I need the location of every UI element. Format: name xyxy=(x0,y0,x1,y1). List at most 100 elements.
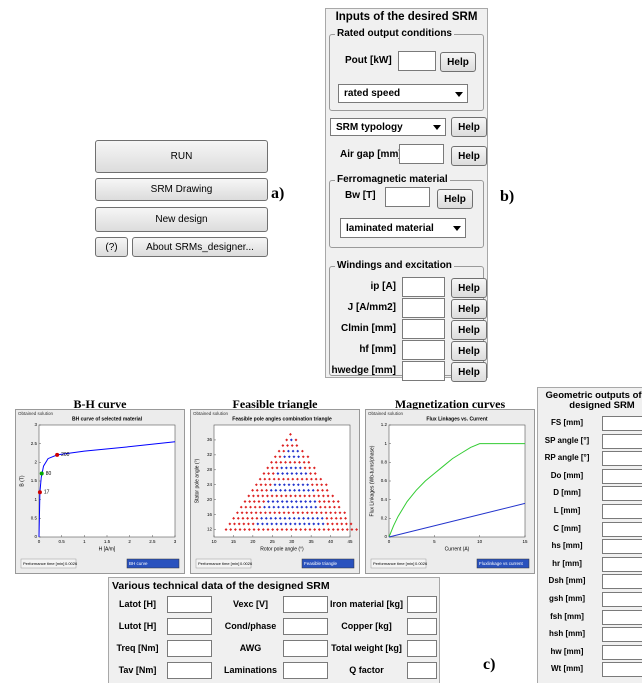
help-button[interactable]: Help xyxy=(451,341,487,361)
dropdown[interactable]: rated speed xyxy=(338,84,468,103)
output-field xyxy=(407,640,437,657)
perf-value: 0.0026 xyxy=(240,561,253,566)
group-title: Rated output conditions xyxy=(335,28,454,39)
section-label: a) xyxy=(271,185,284,203)
perf-label: Performance time [min] xyxy=(23,561,64,566)
field-label: fsh [mm] xyxy=(537,612,597,621)
plot-area xyxy=(214,425,350,537)
help-button[interactable]: Help xyxy=(451,278,487,298)
point xyxy=(40,472,44,476)
srm-drawing-button[interactable]: SRM Drawing xyxy=(95,178,268,201)
output-field xyxy=(602,434,642,449)
text-input[interactable] xyxy=(402,319,445,339)
new-design-button[interactable]: New design xyxy=(95,207,268,232)
point-label: 200 xyxy=(61,452,70,458)
help-button[interactable]: Help xyxy=(451,146,487,166)
text-input[interactable] xyxy=(402,298,445,318)
field-label: Clmin [mm] xyxy=(330,323,396,334)
output-field xyxy=(407,618,437,635)
x-tick-label: 30 xyxy=(289,539,295,544)
y-tick-label: 1.5 xyxy=(31,478,38,483)
section-label: b) xyxy=(500,188,514,206)
field-label: Wt [mm] xyxy=(537,664,597,673)
x-tick-label: 15 xyxy=(231,539,237,544)
run-button[interactable]: RUN xyxy=(95,140,268,173)
output-field xyxy=(602,469,642,484)
perf-label: Performance time [min] xyxy=(198,561,239,566)
field-label: Tav [Nm] xyxy=(112,665,163,675)
panel-title: designed SRM xyxy=(537,400,642,411)
x-tick-label: 40 xyxy=(328,539,334,544)
text-input[interactable] xyxy=(399,144,444,164)
plot-title: Feasible pole angles combination triangl… xyxy=(232,416,332,422)
output-field xyxy=(602,662,642,677)
output-field xyxy=(283,596,328,613)
plot-selector-text: Fluxlinkage vs current xyxy=(479,561,524,566)
field-label: Air gap [mm] xyxy=(340,149,402,160)
x-tick-label: 10 xyxy=(477,539,483,544)
help-button[interactable]: Help xyxy=(451,320,487,340)
plot-window: Obtained solutionFeasible pole angles co… xyxy=(190,409,360,574)
output-field xyxy=(602,522,642,537)
output-field xyxy=(167,618,212,635)
group-title: Windings and excitation xyxy=(335,260,454,271)
plot-title: BH curve of selected material xyxy=(72,416,143,422)
help-button[interactable]: Help xyxy=(451,299,487,319)
output-field xyxy=(602,451,642,466)
field-label: gsh [mm] xyxy=(537,594,597,603)
text-input[interactable] xyxy=(402,277,445,297)
y-tick-label: 0.2 xyxy=(381,516,388,521)
window-label: Obtained solution xyxy=(193,411,229,416)
output-field xyxy=(602,486,642,501)
y-tick-label: 0.6 xyxy=(381,478,388,483)
output-field xyxy=(407,662,437,679)
text-input[interactable] xyxy=(402,340,445,360)
panel-title: Inputs of the desired SRM xyxy=(325,11,488,23)
y-tick-label: 20 xyxy=(207,497,213,502)
y-axis-label: Stator pole angle (°) xyxy=(194,458,200,503)
field-label: hw [mm] xyxy=(537,647,597,656)
help-button[interactable]: Help xyxy=(437,189,473,209)
help-button[interactable]: Help xyxy=(440,52,476,72)
x-tick-label: 1.5 xyxy=(104,539,111,544)
text-input[interactable] xyxy=(402,361,445,381)
output-field xyxy=(167,662,212,679)
y-tick-label: 16 xyxy=(207,512,213,517)
dropdown[interactable]: SRM typology xyxy=(330,118,446,136)
x-tick-label: 35 xyxy=(309,539,315,544)
perf-value: 0.0026 xyxy=(65,561,78,566)
help-button[interactable]: Help xyxy=(451,117,487,137)
output-field xyxy=(602,645,642,660)
field-label: hr [mm] xyxy=(537,559,597,568)
y-tick-label: 0.8 xyxy=(381,460,388,465)
field-label: J [A/mm2] xyxy=(330,302,396,313)
y-tick-label: 28 xyxy=(207,467,213,472)
plot-selector-text: Feasible triangle xyxy=(304,561,338,566)
text-input[interactable] xyxy=(385,187,430,207)
y-tick-label: 32 xyxy=(207,452,213,457)
y-tick-label: 12 xyxy=(207,527,213,532)
field-label: Latot [H] xyxy=(112,599,163,609)
output-field xyxy=(602,504,642,519)
output-field xyxy=(602,539,642,554)
help-button[interactable]: (?) xyxy=(95,237,128,257)
plot-window: Obtained solution BH curve of selected ma… xyxy=(15,409,185,574)
field-label: ip [A] xyxy=(330,281,396,292)
text-input[interactable] xyxy=(398,51,436,71)
window-label: Obtained solution xyxy=(368,411,404,416)
about-button[interactable]: About SRMs_designer... xyxy=(132,237,268,257)
field-label: Copper [kg] xyxy=(330,621,403,631)
section-label: c) xyxy=(483,656,495,674)
perf-value: 0.0026 xyxy=(415,561,428,566)
dropdown[interactable]: laminated material xyxy=(340,218,466,238)
y-tick-label: 24 xyxy=(207,482,213,487)
help-button[interactable]: Help xyxy=(451,362,487,382)
window-label: Obtained solution xyxy=(18,411,54,416)
field-label: D [mm] xyxy=(537,488,597,497)
group-title: Ferromagnetic material xyxy=(335,174,450,185)
field-label: hs [mm] xyxy=(537,541,597,550)
x-axis-label: Rotor pole angle (°) xyxy=(260,546,304,552)
field-label: Dsh [mm] xyxy=(537,576,597,585)
plot-window: Obtained solutionFlux Linkages vs. Curre… xyxy=(365,409,535,574)
output-field xyxy=(602,574,642,589)
